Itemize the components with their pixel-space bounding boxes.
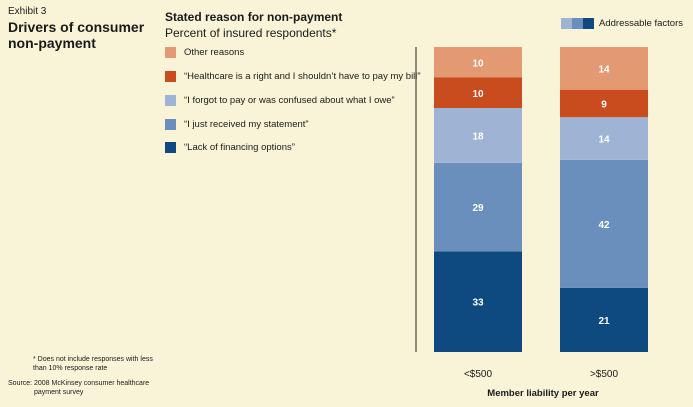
bar-segment-financing-0	[434, 251, 522, 352]
source-note: Source: 2008 McKinsey consumer healthcar…	[8, 379, 149, 396]
bar-segment-right-0	[434, 77, 522, 108]
legend-label-other: Other reasons	[184, 46, 245, 58]
legend-swatch-right	[165, 70, 176, 82]
bar-segment-right-1	[560, 89, 648, 118]
data-label-right-0: 10	[472, 89, 484, 100]
legend-item-forgot: “I forgot to pay or was confused about w…	[165, 93, 395, 107]
legend-item-financing: “Lack of financing options”	[165, 140, 295, 154]
data-label-statement-1: 42	[598, 220, 610, 231]
footnote: * Does not include responses with less t…	[33, 356, 153, 372]
bar-segment-forgot-1	[560, 117, 648, 160]
data-label-right-1: 9	[601, 99, 607, 110]
legend-swatch-other	[165, 46, 176, 58]
addressable-swatch-statement	[572, 18, 584, 29]
exhibit-label: Exhibit 3	[8, 6, 47, 17]
chart-subtitle: Percent of insured respondents*	[165, 26, 337, 40]
legend-label-statement: “I just received my statement”	[184, 118, 309, 130]
legend-label-financing: “Lack of financing options”	[184, 141, 295, 153]
bar-segment-other-0	[434, 47, 522, 78]
x-tick-label-1: >$500	[590, 369, 619, 380]
addressable-swatch-financing	[583, 18, 595, 29]
addressable-swatch-forgot	[561, 18, 573, 29]
data-label-other-1: 14	[598, 64, 610, 75]
exhibit-title: Drivers of consumer non-payment	[8, 19, 145, 51]
x-tick-label-0: <$500	[464, 369, 493, 380]
legend-swatch-statement	[165, 118, 176, 130]
data-label-other-0: 10	[472, 58, 484, 69]
x-axis-label: Member liability per year	[487, 388, 599, 399]
legend-label-right: “Healthcare is a right and I shouldn’t h…	[184, 70, 421, 82]
source-text: 2008 McKinsey consumer healthcare paymen…	[34, 380, 150, 396]
legend-swatch-forgot	[165, 94, 176, 106]
legend-item-statement: “I just received my statement”	[165, 117, 309, 131]
bar-segment-other-1	[560, 47, 648, 90]
source-label: Source:	[8, 380, 33, 387]
addressable-factors-legend: Addressable factors	[561, 18, 683, 29]
data-label-financing-1: 21	[598, 316, 610, 327]
data-label-forgot-0: 18	[472, 131, 484, 142]
bar-segment-statement-1	[560, 159, 648, 288]
legend-label-forgot: “I forgot to pay or was confused about w…	[184, 94, 395, 106]
data-label-financing-0: 33	[472, 298, 484, 309]
legend-swatch-financing	[165, 141, 176, 153]
bar-segment-statement-0	[434, 162, 522, 252]
data-label-forgot-1: 14	[598, 135, 610, 146]
legend-item-right: “Healthcare is a right and I shouldn’t h…	[165, 69, 421, 83]
bar-segment-financing-1	[560, 287, 648, 352]
data-label-statement-0: 29	[472, 203, 484, 214]
chart-title: Stated reason for non-payment	[165, 10, 343, 24]
addressable-label: Addressable factors	[599, 18, 683, 29]
legend-item-other: Other reasons	[165, 45, 244, 59]
bar-segment-forgot-0	[434, 108, 522, 163]
